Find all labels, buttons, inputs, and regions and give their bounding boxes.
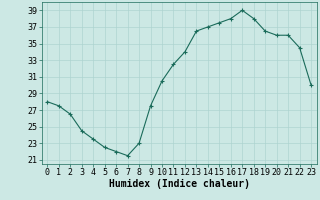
X-axis label: Humidex (Indice chaleur): Humidex (Indice chaleur) xyxy=(109,179,250,189)
